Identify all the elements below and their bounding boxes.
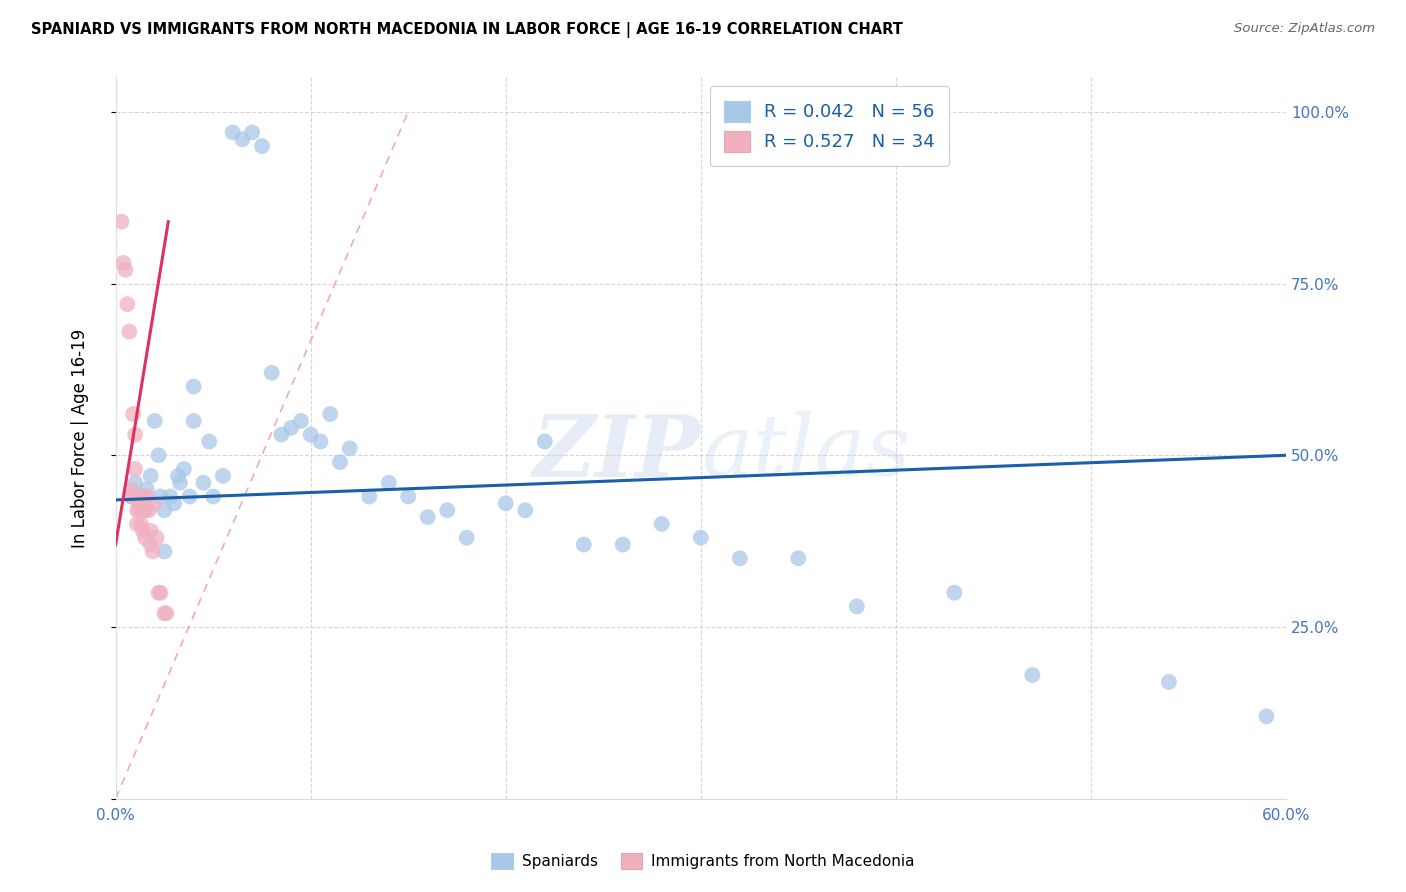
Point [359, 490, 381, 504]
Point [149, 490, 172, 504]
Point [124, 490, 146, 504]
Point [128, 496, 150, 510]
Point [515, 503, 537, 517]
Point [163, 496, 186, 510]
Point [118, 325, 141, 339]
Point [135, 496, 157, 510]
Point [120, 483, 142, 497]
Point [112, 256, 135, 270]
Point [145, 531, 167, 545]
Point [260, 366, 283, 380]
Point [231, 132, 253, 146]
Point [319, 407, 342, 421]
Text: ZIP: ZIP [533, 411, 700, 494]
Point [377, 475, 399, 490]
Point [139, 469, 162, 483]
Point [153, 544, 176, 558]
Point [139, 538, 162, 552]
Point [183, 414, 205, 428]
Point [495, 496, 517, 510]
Text: atlas: atlas [700, 411, 910, 494]
Point [845, 599, 868, 614]
Point [117, 297, 139, 311]
Point [139, 524, 162, 538]
Point [436, 503, 458, 517]
Point [155, 607, 177, 621]
Point [250, 139, 273, 153]
Point [290, 414, 312, 428]
Point [134, 490, 156, 504]
Text: SPANIARD VS IMMIGRANTS FROM NORTH MACEDONIA IN LABOR FORCE | AGE 16-19 CORRELATI: SPANIARD VS IMMIGRANTS FROM NORTH MACEDO… [31, 22, 903, 38]
Point [114, 262, 136, 277]
Point [129, 496, 152, 510]
Point [612, 538, 634, 552]
Point [787, 551, 810, 566]
Point [134, 503, 156, 517]
Point [280, 421, 302, 435]
Point [135, 490, 157, 504]
Point [309, 434, 332, 449]
Point [1157, 675, 1180, 690]
Point [125, 503, 148, 517]
Point [148, 585, 170, 599]
Point [135, 483, 157, 497]
Point [1256, 709, 1278, 723]
Point [138, 503, 160, 517]
Point [183, 379, 205, 393]
Point [134, 503, 156, 517]
Point [173, 462, 195, 476]
Point [120, 490, 142, 504]
Point [1021, 668, 1043, 682]
Point [124, 475, 146, 490]
Point [132, 524, 155, 538]
Point [651, 516, 673, 531]
Point [120, 490, 142, 504]
Point [533, 434, 555, 449]
Legend: R = 0.042   N = 56, R = 0.527   N = 34: R = 0.042 N = 56, R = 0.527 N = 34 [710, 87, 949, 166]
Point [212, 469, 235, 483]
Point [270, 427, 292, 442]
Point [169, 475, 191, 490]
Point [728, 551, 751, 566]
Legend: Spaniards, Immigrants from North Macedonia: Spaniards, Immigrants from North Macedon… [485, 847, 921, 875]
Point [128, 490, 150, 504]
Point [128, 503, 150, 517]
Point [572, 538, 595, 552]
Point [240, 125, 263, 139]
Point [129, 516, 152, 531]
Y-axis label: In Labor Force | Age 16-19: In Labor Force | Age 16-19 [72, 328, 89, 548]
Point [125, 516, 148, 531]
Point [943, 585, 966, 599]
Point [132, 503, 155, 517]
Point [110, 215, 132, 229]
Point [149, 585, 172, 599]
Point [198, 434, 221, 449]
Text: Source: ZipAtlas.com: Source: ZipAtlas.com [1234, 22, 1375, 36]
Point [167, 469, 190, 483]
Point [416, 510, 439, 524]
Point [148, 448, 170, 462]
Point [153, 607, 176, 621]
Point [456, 531, 478, 545]
Point [689, 531, 711, 545]
Point [122, 407, 145, 421]
Point [143, 414, 166, 428]
Point [124, 462, 146, 476]
Point [134, 531, 156, 545]
Point [124, 427, 146, 442]
Point [299, 427, 322, 442]
Point [221, 125, 243, 139]
Point [329, 455, 352, 469]
Point [339, 442, 361, 456]
Point [142, 544, 165, 558]
Point [159, 490, 181, 504]
Point [202, 490, 225, 504]
Point [396, 490, 419, 504]
Point [153, 503, 176, 517]
Point [179, 490, 201, 504]
Point [193, 475, 215, 490]
Point [143, 496, 166, 510]
